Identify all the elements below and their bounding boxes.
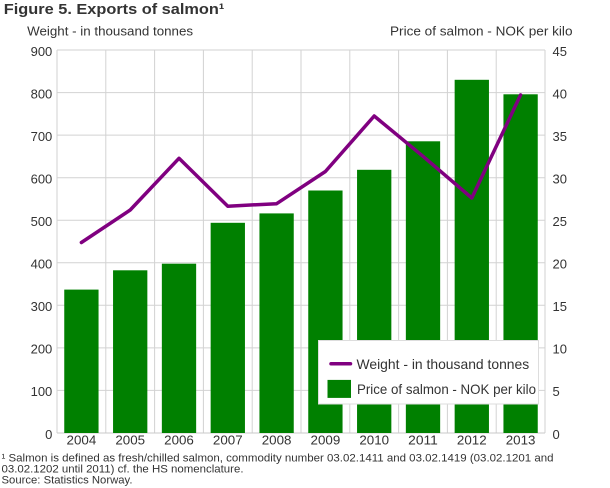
svg-text:5: 5 [553,384,560,399]
svg-text:35: 35 [553,129,567,144]
svg-text:Source: Statistics Norway.: Source: Statistics Norway. [2,474,133,486]
svg-text:700: 700 [31,129,53,144]
svg-text:2004: 2004 [67,432,97,447]
svg-text:2007: 2007 [213,432,243,447]
svg-text:100: 100 [31,384,53,399]
svg-text:45: 45 [553,44,567,59]
svg-text:¹ Salmon is defined as fresh/c: ¹ Salmon is defined as fresh/chilled sal… [2,452,554,464]
svg-text:600: 600 [31,172,53,187]
svg-text:2006: 2006 [164,432,194,447]
svg-text:0: 0 [45,427,52,442]
svg-text:800: 800 [31,86,53,101]
svg-text:2008: 2008 [262,432,292,447]
svg-text:500: 500 [31,214,53,229]
svg-text:2010: 2010 [359,432,389,447]
svg-text:2013: 2013 [506,432,536,447]
svg-text:03.02.1202 until 2011) cf. the: 03.02.1202 until 2011) cf. the HS nomenc… [2,463,244,475]
svg-text:25: 25 [553,214,567,229]
svg-text:15: 15 [553,299,567,314]
svg-text:Figure 5. Exports of salmon¹: Figure 5. Exports of salmon¹ [4,1,225,18]
svg-text:2012: 2012 [457,432,487,447]
svg-text:30: 30 [553,172,567,187]
svg-text:300: 300 [31,299,53,314]
svg-text:20: 20 [553,257,567,272]
svg-text:900: 900 [31,44,53,59]
svg-text:Weight - in thousand tonnes: Weight - in thousand tonnes [27,24,193,39]
svg-text:400: 400 [31,257,53,272]
svg-text:2005: 2005 [115,432,145,447]
svg-text:Price of salmon - NOK per kilo: Price of salmon - NOK per kilo [357,381,536,397]
svg-text:Weight - in thousand tonnes: Weight - in thousand tonnes [357,356,530,372]
svg-text:40: 40 [553,86,567,101]
svg-text:2009: 2009 [311,432,341,447]
svg-text:10: 10 [553,342,567,357]
svg-text:2011: 2011 [408,432,438,447]
svg-text:Price of salmon - NOK per kilo: Price of salmon - NOK per kilo [390,23,573,38]
svg-text:0: 0 [553,427,560,442]
svg-text:200: 200 [31,342,53,357]
